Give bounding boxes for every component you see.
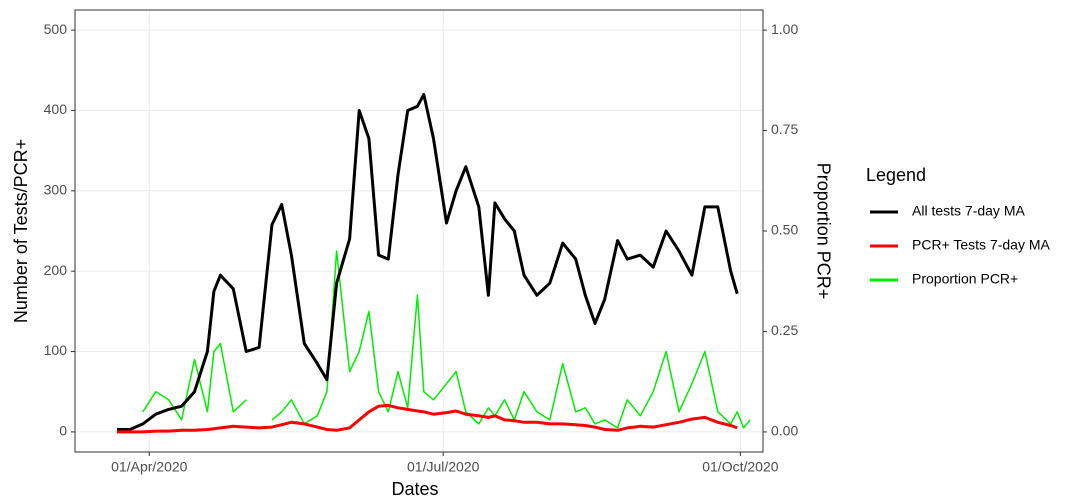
y2-tick-label: 0.25 (771, 322, 798, 338)
plot-panel (74, 9, 764, 453)
legend-title: Legend (866, 165, 926, 185)
y-tick-label: 100 (44, 342, 68, 358)
series-line (117, 92, 739, 431)
x-tick-label: 01/Apr/2020 (111, 459, 187, 475)
y-tick-label: 300 (44, 182, 68, 198)
y-tick-label: 200 (44, 262, 68, 278)
x-axis-title: Dates (391, 479, 438, 499)
y2-tick-label: 0.75 (771, 121, 798, 137)
y-tick-label: 500 (44, 21, 68, 37)
series-line (117, 403, 738, 434)
y2-axis-title: Proportion PCR+ (813, 163, 833, 300)
y2-tick-label: 0.50 (771, 222, 798, 238)
y-tick-label: 400 (44, 101, 68, 117)
x-tick-label: 01/Oct/2020 (702, 459, 778, 475)
y-axis-title: Number of Tests/PCR+ (11, 139, 31, 323)
series-line (142, 250, 751, 429)
legend-label: Proportion PCR+ (912, 271, 1018, 287)
y2-tick-label: 1.00 (771, 21, 798, 37)
legend-label: PCR+ Tests 7-day MA (912, 237, 1051, 253)
x-tick-label: 01/Jul/2020 (407, 459, 480, 475)
y-tick-label: 0 (59, 423, 67, 439)
y2-tick-label: 0.00 (771, 423, 798, 439)
legend-label: All tests 7-day MA (912, 203, 1025, 219)
